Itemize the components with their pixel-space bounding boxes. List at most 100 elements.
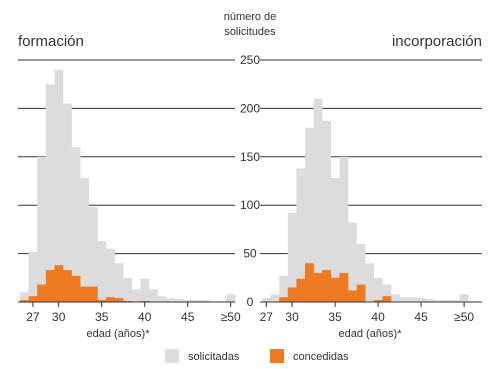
- left-bar-solicitadas-41: [149, 289, 158, 302]
- right-bar-concedidas-32: [305, 263, 314, 302]
- y-axis-title-line-1: número de: [224, 11, 277, 23]
- legend-swatch-solicitadas: [165, 349, 179, 363]
- right-bar-solicitadas-49: [451, 300, 461, 302]
- right-x-tick-label-30: 30: [285, 310, 299, 324]
- left-bar-concedidas-36: [106, 297, 115, 302]
- right-bar-solicitadas-42: [391, 294, 400, 302]
- left-bar-solicitadas-38: [123, 277, 133, 302]
- right-bar-solicitadas-29: [279, 275, 289, 302]
- left-bar-concedidas-35: [97, 300, 107, 302]
- right-x-tick-label-50: ≥50: [454, 310, 474, 324]
- right-bar-solicitadas-39: [365, 263, 375, 302]
- left-bar-concedidas-33: [80, 286, 90, 302]
- right-bar-concedidas-33: [313, 272, 323, 302]
- y-tick-label-250: 250: [240, 53, 260, 67]
- right-bar-concedidas-40: [373, 300, 383, 302]
- right-bar-solicitadas-34: [322, 120, 332, 302]
- left-bar-solicitadas-50: [226, 294, 236, 302]
- right-bar-concedidas-29: [279, 297, 289, 302]
- left-bar-solicitadas-45: [183, 300, 193, 302]
- left-bar-solicitadas-47: [200, 300, 210, 302]
- left-x-tick-label-50: ≥50: [221, 310, 241, 324]
- left-bar-solicitadas-44: [174, 299, 184, 302]
- left-x-axis-label: edad (años)*: [87, 328, 151, 340]
- left-bar-solicitadas-40: [140, 278, 150, 302]
- left-bar-concedidas-32: [71, 275, 81, 302]
- right-bar-solicitadas-37: [348, 222, 357, 302]
- right-bar-concedidas-37: [348, 290, 357, 302]
- left-x-tick-label-45: 45: [181, 310, 195, 324]
- y-tick-labels: 0 50 100 150 200 250: [240, 53, 260, 309]
- right-bar-concedidas-31: [296, 278, 306, 302]
- left-bar-concedidas-34: [88, 286, 98, 302]
- legend-label-solicitadas: solicitadas: [188, 351, 240, 363]
- y-tick-label-0: 0: [247, 295, 254, 309]
- y-tick-label-100: 100: [240, 198, 260, 212]
- left-bar-concedidas-29: [45, 270, 55, 302]
- left-x-tick-label-27: 27: [26, 310, 40, 324]
- right-bar-solicitadas-32: [305, 127, 314, 302]
- left-bar-solicitadas-33: [80, 178, 90, 302]
- right-bar-solicitadas-44: [408, 297, 418, 302]
- plot-layer: [18, 59, 482, 307]
- left-bar-solicitadas-26: [20, 292, 29, 302]
- left-bar-solicitadas-29: [45, 84, 55, 302]
- right-bar-solicitadas-50: [459, 294, 469, 302]
- left-bar-solicitadas-37: [114, 263, 124, 302]
- left-bar-solicitadas-35: [97, 241, 107, 302]
- left-bar-solicitadas-30: [54, 69, 64, 303]
- left-x-tick-label-30: 30: [52, 310, 66, 324]
- left-bar-solicitadas-42: [157, 296, 167, 302]
- right-x-tick-label-40: 40: [371, 310, 385, 324]
- right-bar-solicitadas-28: [270, 294, 280, 302]
- right-panel-title: incorporación: [392, 33, 482, 50]
- y-axis-title-line-2: solicitudes: [224, 26, 276, 38]
- left-bar-concedidas-26: [20, 300, 29, 302]
- right-bar-solicitadas-33: [313, 98, 323, 302]
- right-bar-concedidas-34: [322, 270, 332, 302]
- x-tick-labels: 27 30 35 40 45 ≥50 27 30 35 40 45 ≥50: [26, 310, 474, 324]
- right-bar-solicitadas-48: [442, 300, 452, 302]
- legend-label-concedidas: concedidas: [293, 351, 349, 363]
- right-x-tick-label-27: 27: [260, 310, 274, 324]
- right-x-axis-label: edad (años)*: [339, 328, 403, 340]
- right-bar-concedidas-38: [356, 284, 366, 302]
- right-bar-concedidas-35: [330, 277, 340, 302]
- right-bar-solicitadas-38: [356, 243, 366, 302]
- right-bar-solicitadas-41: [382, 284, 392, 302]
- left-bar-solicitadas-39: [131, 289, 141, 302]
- right-bar-solicitadas-45: [416, 298, 426, 302]
- left-x-tick-label-35: 35: [95, 310, 109, 324]
- left-bar-solicitadas-46: [192, 300, 201, 302]
- left-bar-solicitadas-36: [106, 248, 115, 302]
- left-bar-solicitadas-34: [88, 207, 98, 302]
- left-bar-solicitadas-32: [71, 147, 81, 302]
- left-bar-concedidas-28: [37, 284, 47, 302]
- right-x-tick-label-35: 35: [328, 310, 342, 324]
- left-panel-title: formación: [18, 33, 84, 50]
- left-bar-concedidas-30: [54, 265, 64, 302]
- right-bar-solicitadas-31: [296, 168, 306, 302]
- right-bar-concedidas-36: [339, 272, 349, 302]
- y-tick-label-50: 50: [243, 247, 257, 261]
- right-bar-solicitadas-35: [330, 178, 340, 302]
- right-x-tick-label-45: 45: [414, 310, 428, 324]
- right-bar-solicitadas-43: [399, 297, 409, 302]
- legend-swatch-concedidas: [270, 349, 284, 363]
- y-tick-label-150: 150: [240, 150, 260, 164]
- left-x-tick-label-40: 40: [138, 310, 152, 324]
- left-bar-solicitadas-28: [37, 156, 47, 302]
- right-bar-concedidas-30: [287, 287, 297, 302]
- left-bar-concedidas-37: [114, 298, 124, 302]
- left-bar-concedidas-31: [63, 270, 72, 302]
- right-bar-solicitadas-40: [373, 277, 383, 302]
- left-bar-concedidas-27: [28, 296, 38, 302]
- right-bar-solicitadas-27: [262, 298, 271, 302]
- right-bar-concedidas-41: [382, 296, 392, 302]
- right-bar-solicitadas-30: [287, 212, 297, 302]
- right-bar-solicitadas-47: [434, 300, 443, 302]
- left-bar-solicitadas-27: [28, 251, 38, 302]
- right-bar-solicitadas-36: [339, 156, 349, 302]
- left-bar-solicitadas-31: [63, 103, 72, 302]
